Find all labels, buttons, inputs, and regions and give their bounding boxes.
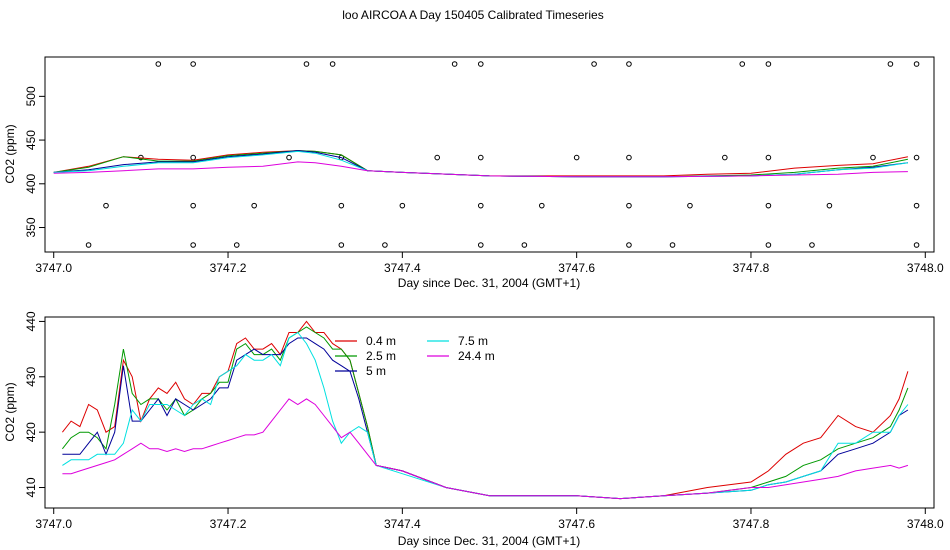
top-x-tick-label: 3747.4 <box>384 261 421 275</box>
marker-point <box>913 154 920 161</box>
marker-point <box>626 61 632 67</box>
legend-label-24-4m: 24.4 m <box>458 349 495 363</box>
marker-point <box>155 61 162 67</box>
bottom-series-line-2-5m <box>62 326 909 500</box>
marker-point <box>913 61 920 67</box>
top-plot-frame <box>44 56 935 253</box>
top-x-tick-label: 3747.6 <box>558 261 595 275</box>
top-y-tick-label: 400 <box>24 173 38 193</box>
bottom-y-tick-label: 430 <box>24 366 38 386</box>
marker-point <box>477 61 484 67</box>
marker-point <box>477 242 484 248</box>
bottom-y-axis-label: CO2 (ppm) <box>3 382 17 441</box>
marker-point <box>687 202 693 209</box>
marker-point <box>765 202 772 209</box>
marker-point <box>913 242 920 248</box>
marker-point <box>103 202 109 209</box>
marker-point <box>521 242 528 248</box>
marker-point <box>190 242 196 248</box>
top-x-tick-label: 3748.0 <box>907 261 944 275</box>
marker-point <box>826 202 833 209</box>
marker-point <box>286 154 292 161</box>
figure-title: loo AIRCOA A Day 150405 Calibrated Times… <box>342 8 603 22</box>
marker-point <box>626 202 632 209</box>
bottom-x-tick-label: 3747.2 <box>210 517 247 531</box>
marker-point <box>626 242 632 248</box>
bottom-x-tick-label: 3747.0 <box>35 517 72 531</box>
marker-point <box>887 61 894 67</box>
bottom-x-tick-label: 3747.6 <box>558 517 595 531</box>
bottom-x-axis: 3747.0 3747.2 3747.4 3747.6 3747.8 3748.0 <box>35 508 944 531</box>
marker-point <box>338 202 345 209</box>
marker-point <box>591 61 597 67</box>
bottom-series-layer <box>62 320 909 500</box>
marker-point <box>765 154 772 161</box>
marker-point <box>765 61 772 67</box>
top-y-axis-label: CO2 (ppm) <box>3 124 17 183</box>
marker-point <box>434 154 441 161</box>
marker-point <box>765 242 772 248</box>
marker-point <box>722 154 728 161</box>
bottom-y-axis: 410 420 430 440 <box>24 311 45 498</box>
top-series-line-24-4m <box>53 161 908 178</box>
top-x-axis: 3747.0 3747.2 3747.4 3747.6 3747.8 3748.0 <box>35 252 944 275</box>
top-y-tick-label: 500 <box>24 86 38 106</box>
top-panel: 3747.0 3747.2 3747.4 3747.6 3747.8 3748.0 350… <box>3 56 944 290</box>
top-x-tick-label: 3747.8 <box>733 261 770 275</box>
legend-label-5m: 5 m <box>366 364 386 378</box>
bottom-x-tick-label: 3747.4 <box>384 517 421 531</box>
marker-point <box>626 154 632 161</box>
top-x-axis-label: Day since Dec. 31, 2004 (GMT+1) <box>398 276 580 290</box>
top-x-tick-label: 3747.2 <box>210 261 247 275</box>
marker-point <box>338 242 345 248</box>
marker-point <box>870 154 876 161</box>
marker-point <box>477 154 484 161</box>
marker-point <box>399 202 406 209</box>
top-series-line-2-5m <box>53 150 908 178</box>
bottom-x-axis-label: Day since Dec. 31, 2004 (GMT+1) <box>398 534 580 548</box>
marker-point <box>739 61 746 67</box>
marker-point <box>190 154 196 161</box>
legend-label-0-4m: 0.4 m <box>366 334 396 348</box>
legend-label-2-5m: 2.5 m <box>366 349 396 363</box>
marker-point <box>85 242 92 248</box>
bottom-plot-frame <box>44 316 935 509</box>
marker-point <box>451 61 458 67</box>
marker-point <box>190 202 196 209</box>
bottom-series-line-7-5m <box>62 331 909 500</box>
marker-point <box>190 61 196 67</box>
marker-point <box>329 61 336 67</box>
top-y-axis: 350 400 450 500 <box>24 86 45 238</box>
top-series-layer <box>53 150 908 178</box>
marker-point <box>303 61 310 67</box>
legend: 0.4 m2.5 m5 m 7.5 m24.4 m <box>335 334 495 378</box>
marker-point <box>913 202 920 209</box>
bottom-x-tick-label: 3748.0 <box>907 517 944 531</box>
top-y-tick-label: 450 <box>24 130 38 150</box>
top-x-tick-label: 3747.0 <box>35 261 72 275</box>
bottom-panel: 3747.0 3747.2 3747.4 3747.6 3747.8 3748.0 410… <box>3 311 944 548</box>
bottom-y-tick-label: 440 <box>24 311 38 331</box>
bottom-y-tick-label: 420 <box>24 422 38 442</box>
marker-point <box>669 242 676 248</box>
marker-point <box>477 202 484 209</box>
top-series-line-7-5m <box>53 150 908 178</box>
marker-point <box>538 202 545 209</box>
marker-point <box>573 154 580 161</box>
legend-label-7-5m: 7.5 m <box>458 334 488 348</box>
bottom-series-line-24-4m <box>62 398 909 500</box>
top-marker-layer <box>85 61 920 248</box>
marker-point <box>809 242 815 248</box>
marker-point <box>382 242 388 248</box>
bottom-y-tick-label: 410 <box>24 477 38 497</box>
marker-point <box>251 202 257 209</box>
bottom-x-tick-label: 3747.8 <box>733 517 770 531</box>
top-y-tick-label: 350 <box>24 217 38 237</box>
marker-point <box>233 242 240 248</box>
